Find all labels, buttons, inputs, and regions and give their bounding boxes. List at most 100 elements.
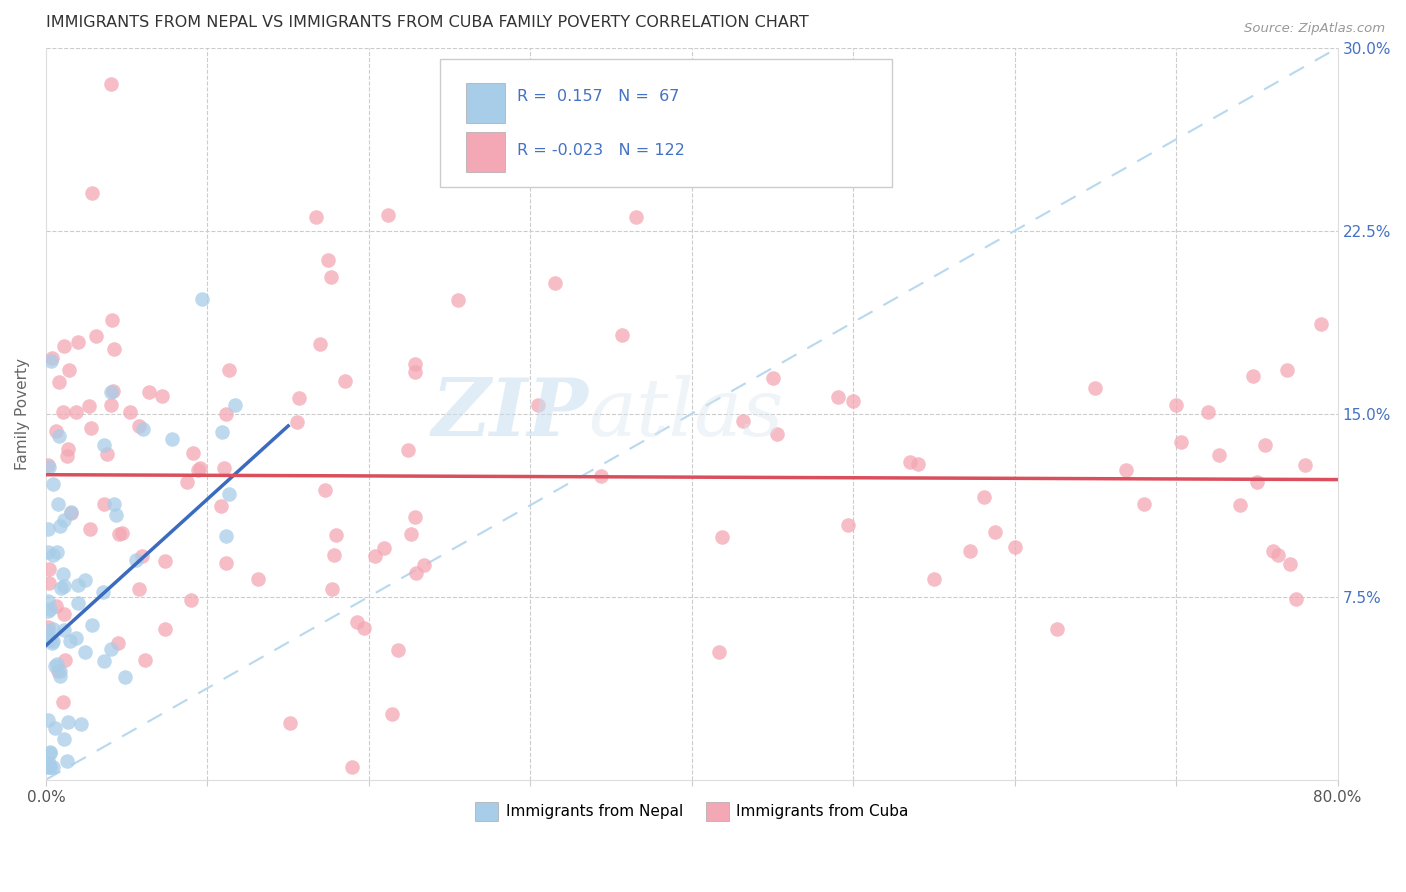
- Point: [138, 385, 160, 400]
- Point: [44, 721, 66, 735]
- Point: [364, 549, 387, 563]
- Point: [101, 384, 124, 399]
- Point: [49, 665, 72, 679]
- Point: [1208, 448, 1230, 462]
- Point: [44, 599, 66, 614]
- Point: [396, 442, 419, 457]
- Point: [340, 760, 363, 774]
- Point: [41, 622, 63, 636]
- Point: [733, 414, 755, 428]
- Point: [101, 313, 124, 327]
- Point: [52, 579, 75, 593]
- Point: [56, 442, 79, 456]
- Point: [38, 575, 60, 590]
- Point: [209, 499, 232, 513]
- Point: [305, 210, 328, 224]
- Point: [211, 425, 233, 439]
- FancyBboxPatch shape: [465, 132, 505, 172]
- Point: [49, 519, 72, 533]
- Point: [1278, 557, 1301, 571]
- Point: [709, 645, 731, 659]
- Point: [93, 497, 115, 511]
- Point: [153, 554, 176, 568]
- Point: [79, 522, 101, 536]
- Point: [1198, 405, 1220, 419]
- Point: [1285, 592, 1308, 607]
- Point: [1241, 368, 1264, 383]
- Point: [413, 558, 436, 573]
- Point: [60, 505, 83, 519]
- Point: [65, 631, 87, 645]
- Point: [212, 460, 235, 475]
- Point: [404, 365, 426, 379]
- Point: [39, 353, 62, 368]
- Point: [37, 522, 59, 536]
- Point: [37, 545, 59, 559]
- Point: [93, 438, 115, 452]
- Point: [610, 328, 633, 343]
- Point: [187, 463, 209, 477]
- Point: [66, 578, 89, 592]
- Point: [37, 713, 59, 727]
- Point: [100, 385, 122, 400]
- Point: [837, 517, 859, 532]
- Point: [215, 529, 238, 543]
- Point: [188, 461, 211, 475]
- Point: [323, 548, 346, 562]
- Point: [49, 669, 72, 683]
- Point: [100, 398, 122, 412]
- Point: [80, 421, 103, 435]
- Point: [38, 760, 60, 774]
- Point: [984, 524, 1007, 539]
- FancyBboxPatch shape: [465, 83, 505, 123]
- Point: [44, 659, 66, 673]
- Point: [224, 398, 246, 412]
- Point: [346, 615, 368, 630]
- Point: [125, 553, 148, 567]
- Point: [1115, 463, 1137, 477]
- Point: [765, 426, 787, 441]
- Point: [105, 508, 128, 522]
- Point: [288, 392, 311, 406]
- Point: [73, 645, 96, 659]
- Point: [58, 363, 80, 377]
- Point: [1046, 623, 1069, 637]
- Point: [1246, 475, 1268, 489]
- Point: [41, 636, 63, 650]
- Point: [1254, 438, 1277, 452]
- Point: [132, 422, 155, 436]
- Point: [75, 573, 97, 587]
- Point: [353, 621, 375, 635]
- Point: [180, 593, 202, 607]
- Point: [66, 334, 89, 349]
- Point: [38, 602, 60, 616]
- Point: [1004, 540, 1026, 554]
- Point: [41, 548, 63, 562]
- Point: [65, 405, 87, 419]
- Point: [1170, 434, 1192, 449]
- Point: [37, 620, 59, 634]
- Legend: Immigrants from Nepal, Immigrants from Cuba: Immigrants from Nepal, Immigrants from C…: [468, 796, 915, 827]
- Point: [52, 567, 75, 582]
- Point: [38, 562, 60, 576]
- Point: [128, 418, 150, 433]
- Point: [155, 622, 177, 636]
- Point: [321, 582, 343, 596]
- Point: [181, 445, 204, 459]
- Point: [373, 541, 395, 555]
- Point: [898, 455, 921, 469]
- Point: [761, 371, 783, 385]
- Point: [37, 594, 59, 608]
- Point: [53, 624, 76, 638]
- Point: [52, 405, 75, 419]
- Point: [285, 415, 308, 429]
- Point: [48, 375, 70, 389]
- Point: [107, 636, 129, 650]
- Point: [52, 339, 75, 353]
- Point: [626, 210, 648, 224]
- Point: [973, 490, 995, 504]
- Point: [152, 389, 174, 403]
- Point: [37, 604, 59, 618]
- Point: [45, 424, 67, 438]
- Point: [56, 449, 79, 463]
